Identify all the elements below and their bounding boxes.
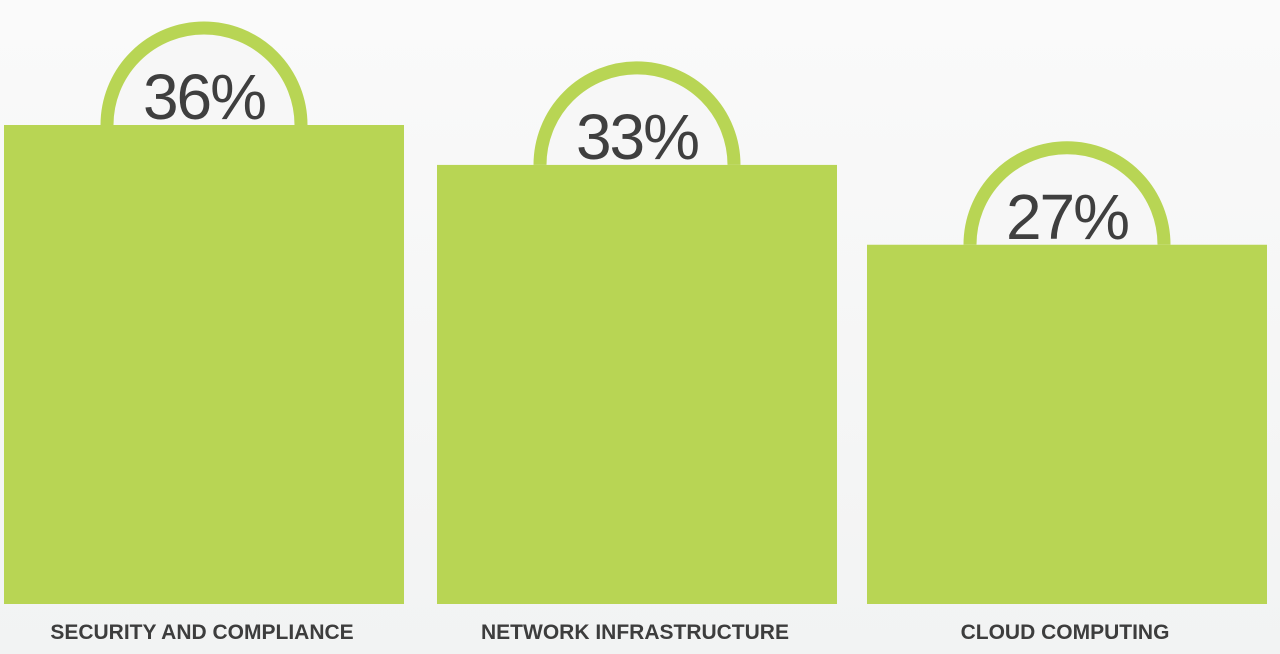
value-label: 27%	[1006, 181, 1128, 253]
value-badge-ring	[100, 21, 308, 126]
category-label: CLOUD COMPUTING	[961, 621, 1170, 644]
value-label: 33%	[576, 101, 698, 173]
bar	[437, 164, 837, 604]
value-badge-background	[540, 67, 734, 165]
value-badge-ring	[963, 141, 1171, 245]
bar	[4, 125, 404, 604]
value-label: 36%	[143, 61, 265, 133]
value-badge-background	[107, 28, 301, 125]
value-badge-background	[970, 147, 1164, 245]
value-badge-ring	[533, 61, 741, 165]
category-label: NETWORK INFRASTRUCTURE	[481, 621, 789, 644]
category-label: SECURITY AND COMPLIANCE	[50, 621, 353, 644]
bar	[867, 244, 1267, 604]
